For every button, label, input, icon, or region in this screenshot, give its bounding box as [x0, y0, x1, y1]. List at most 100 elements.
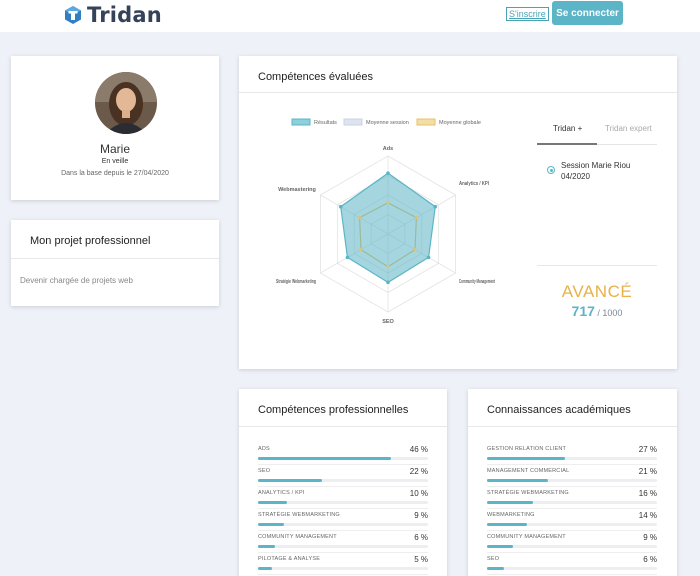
- skill-percent: 6 %: [414, 533, 428, 542]
- radar-point-results: [386, 280, 390, 285]
- professional-title: Compétences professionnelles: [258, 404, 409, 416]
- skill-percent: 9 %: [643, 533, 657, 542]
- profile-card: Marie En veille Dans la base depuis le 2…: [11, 56, 219, 200]
- logo-text: Tridan: [87, 3, 162, 27]
- signup-link[interactable]: S'inscrire: [506, 7, 549, 21]
- radar-point-global: [413, 248, 417, 252]
- skill-bar-fill: [487, 523, 528, 526]
- skill-name: WEBMARKETING: [487, 512, 535, 518]
- project-title: Mon projet professionnel: [30, 235, 151, 247]
- legend-swatch-session: [343, 118, 363, 126]
- top-bar: Tridan S'inscrire Se connecter: [0, 0, 700, 32]
- skill-bar-track: [487, 479, 657, 482]
- skill-bar-track: [487, 567, 657, 570]
- skill-percent: 10 %: [409, 489, 428, 498]
- radar-legend: Résultats Moyenne session Moyenne global…: [291, 118, 481, 126]
- skill-bar-fill: [258, 501, 287, 504]
- skill-percent: 6 %: [643, 555, 657, 564]
- tab-tridan-expert[interactable]: Tridan expert: [605, 124, 652, 133]
- skill-separator: [487, 574, 657, 575]
- session-radio[interactable]: [547, 166, 555, 174]
- skill-percent: 21 %: [638, 467, 657, 476]
- legend-label-global: Moyenne globale: [439, 120, 481, 126]
- skill-separator: [258, 574, 428, 575]
- skill-bar-fill: [258, 523, 284, 526]
- radar-point-global: [386, 265, 390, 269]
- skill-separator: [487, 464, 657, 465]
- skill-bar-track: [258, 457, 428, 460]
- radar-point-global: [414, 216, 418, 220]
- skill-bar-track: [258, 567, 428, 570]
- axis-label-seo: SEO: [382, 319, 394, 325]
- skill-bar-track: [258, 545, 428, 548]
- skill-percent: 46 %: [409, 445, 428, 454]
- skill-percent: 27 %: [638, 445, 657, 454]
- score-max: / 1000: [594, 308, 623, 318]
- skill-bar-fill: [487, 567, 505, 570]
- axis-label-analytics: Analytics / KPI: [459, 181, 489, 187]
- skill-percent: 14 %: [638, 511, 657, 520]
- academic-divider: [468, 426, 677, 427]
- session-label[interactable]: Session Marie Riou 04/2020: [561, 161, 631, 181]
- radar-point-results: [386, 171, 390, 175]
- level-divider: [537, 265, 657, 266]
- level-label: AVANCÉ: [561, 282, 633, 301]
- project-card: [11, 220, 219, 306]
- skill-percent: 22 %: [409, 467, 428, 476]
- skill-bar-track: [258, 523, 428, 526]
- skill-bar-fill: [487, 457, 566, 460]
- login-button[interactable]: Se connecter: [552, 1, 623, 25]
- skill-separator: [258, 486, 428, 487]
- skill-bar-track: [487, 457, 657, 460]
- logo[interactable]: Tridan: [64, 3, 162, 27]
- profile-name: Marie: [99, 142, 130, 156]
- skill-separator: [258, 552, 428, 553]
- tab-baseline: [597, 144, 657, 145]
- skill-separator: [487, 530, 657, 531]
- professional-skills-card: [239, 389, 447, 576]
- skill-bar-fill: [487, 501, 534, 504]
- skill-bar-fill: [258, 567, 273, 570]
- skill-bar-track: [487, 501, 657, 504]
- skill-bar-track: [487, 523, 657, 526]
- radar-point-results: [338, 204, 343, 209]
- skill-name: GESTION RELATION CLIENT: [487, 446, 567, 452]
- axis-label-strategie: Stratégie Webmarketing: [276, 279, 316, 285]
- academic-knowledge-card: [468, 389, 677, 576]
- radar-point-results: [426, 255, 431, 260]
- radar-point-results: [433, 204, 438, 209]
- skill-name: COMMUNITY MANAGEMENT: [258, 534, 337, 540]
- legend-label-session: Moyenne session: [366, 120, 409, 126]
- radar-point-results: [345, 255, 350, 260]
- tab-active-indicator: [537, 143, 597, 145]
- score-value: 717: [571, 303, 595, 319]
- tab-tridan-plus[interactable]: Tridan +: [553, 124, 583, 133]
- skill-bar-fill: [487, 479, 548, 482]
- skill-separator: [258, 464, 428, 465]
- skill-name: PILOTAGE & ANALYSE: [258, 556, 321, 562]
- skill-name: SEO: [487, 556, 500, 562]
- skill-percent: 16 %: [638, 489, 657, 498]
- skill-bar-fill: [258, 457, 391, 460]
- skill-name: SEO: [258, 468, 271, 474]
- skill-name: STRATÉGIE WEBMARKETING: [258, 512, 340, 518]
- axis-label-community: Community Management: [459, 279, 495, 285]
- skill-bar-track: [258, 501, 428, 504]
- skill-separator: [258, 530, 428, 531]
- radar-points: [338, 171, 438, 285]
- skill-bar-fill: [487, 545, 513, 548]
- skill-name: ADS: [258, 446, 270, 452]
- evaluated-skills-card: [239, 56, 677, 369]
- project-divider: [11, 258, 219, 259]
- radar-axis-labels: Ads Analytics / KPI Community Management…: [276, 146, 495, 325]
- legend-swatch-global: [416, 118, 436, 126]
- legend-label-results: Résultats: [314, 120, 337, 126]
- skill-percent: 9 %: [414, 511, 428, 520]
- evaluated-divider: [239, 92, 677, 93]
- axis-label-webmastering: Webmastering: [278, 187, 316, 193]
- skill-separator: [258, 508, 428, 509]
- profile-since: Dans la base depuis le 27/04/2020: [61, 170, 169, 177]
- tridan-logo-icon: [65, 6, 81, 24]
- academic-title: Connaissances académiques: [487, 404, 631, 416]
- skill-bar-track: [258, 479, 428, 482]
